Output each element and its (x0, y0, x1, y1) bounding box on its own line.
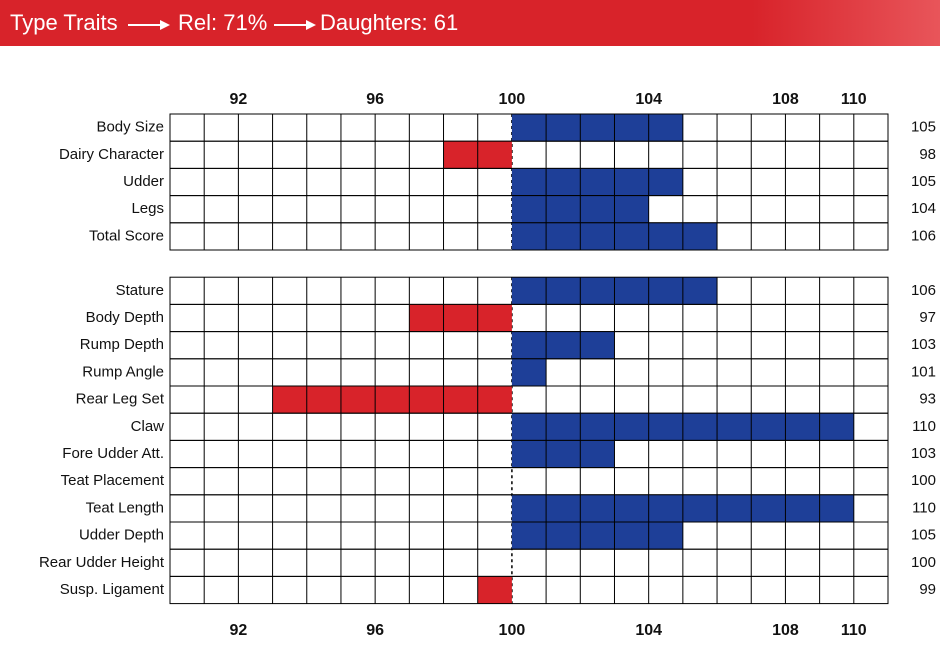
value-label: 99 (919, 581, 936, 598)
value-label: 105 (911, 527, 936, 544)
value-label: 97 (919, 309, 936, 326)
x-tick-label: 92 (229, 91, 247, 108)
row-label: Rump Angle (82, 363, 164, 380)
row-label: Total Score (89, 227, 164, 244)
value-label: 105 (911, 119, 936, 136)
x-tick-label: 96 (366, 91, 384, 108)
arrow-head (160, 20, 170, 30)
x-tick-label: 96 (366, 622, 384, 639)
value-label: 93 (919, 391, 936, 408)
row-label: Body Depth (86, 309, 164, 326)
value-label: 100 (911, 554, 936, 571)
bar (511, 440, 615, 468)
x-tick-label: 108 (772, 622, 799, 639)
bar (511, 358, 547, 386)
bar (477, 576, 512, 604)
value-label: 98 (919, 146, 936, 163)
x-tick-label: 110 (841, 91, 867, 108)
bar (511, 114, 683, 142)
bar (511, 331, 615, 359)
x-tick-label: 100 (499, 622, 526, 639)
bar (511, 168, 683, 196)
row-label: Susp. Ligament (60, 581, 165, 598)
bar (511, 522, 683, 550)
value-label: 104 (911, 200, 936, 217)
value-label: 106 (911, 282, 936, 299)
header-title: Type Traits (10, 10, 118, 35)
row-frame (169, 548, 889, 577)
value-label: 101 (911, 363, 936, 380)
row-label: Teat Length (86, 499, 164, 516)
bar (409, 304, 512, 332)
row-frame (169, 140, 889, 169)
row-label: Dairy Character (59, 146, 164, 163)
x-tick-label: 104 (635, 622, 662, 639)
header-bar (0, 0, 940, 46)
row-label: Udder (123, 173, 164, 190)
header-reliability: Rel: 71% (178, 10, 267, 35)
row-label: Claw (131, 418, 165, 435)
value-label: 110 (912, 499, 936, 516)
row-label: Teat Placement (61, 472, 165, 489)
value-label: 106 (911, 227, 936, 244)
bar (272, 386, 512, 414)
row-label: Fore Udder Att. (62, 445, 164, 462)
arrow-head (306, 20, 316, 30)
x-tick-label: 92 (229, 622, 247, 639)
row-label: Legs (131, 200, 164, 217)
header-daughters: Daughters: 61 (320, 10, 458, 35)
value-label: 100 (911, 472, 936, 489)
row-label: Body Size (96, 119, 164, 136)
row-frame (169, 222, 889, 251)
value-label: 103 (911, 445, 936, 462)
value-label: 110 (912, 418, 936, 435)
x-tick-label: 108 (772, 91, 799, 108)
row-frame (169, 467, 889, 496)
row-label: Rump Depth (80, 336, 164, 353)
x-tick-label: 104 (635, 91, 662, 108)
x-tick-label: 100 (499, 91, 526, 108)
value-label: 105 (911, 173, 936, 190)
row-label: Rear Udder Height (39, 554, 165, 571)
x-tick-label: 110 (841, 622, 867, 639)
value-label: 103 (911, 336, 936, 353)
row-label: Udder Depth (79, 527, 164, 544)
row-label: Rear Leg Set (76, 391, 165, 408)
row-frame (169, 575, 889, 605)
row-label: Stature (116, 282, 164, 299)
row-frame (169, 303, 889, 333)
